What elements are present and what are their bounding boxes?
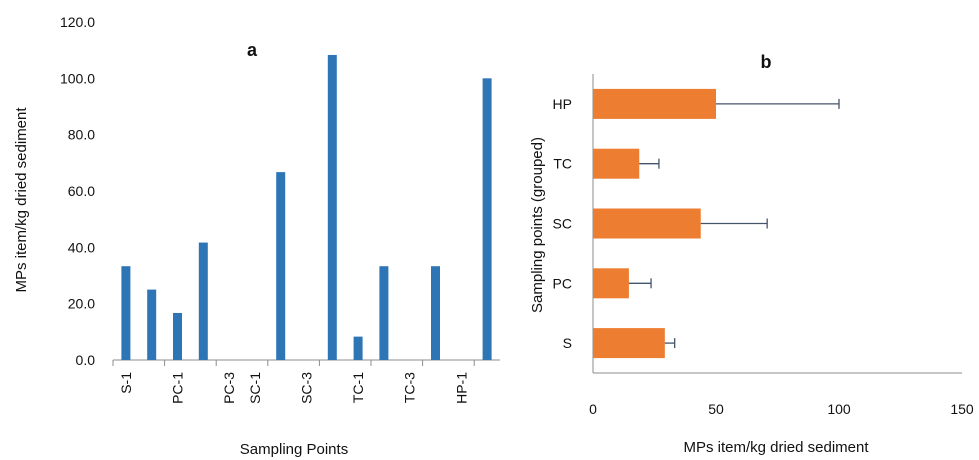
chart-a-y-tick-label: 80.0 [68, 127, 95, 143]
panel-label-b: b [761, 52, 772, 72]
chart-b-bar [593, 328, 665, 359]
chart-a: a MPs item/kg dried sediment Sampling Po… [13, 14, 500, 458]
chart-b-error-bars [628, 98, 840, 349]
chart-a-y-tick-label: 100.0 [60, 70, 95, 86]
chart-a-x-tick-label: HP-1 [453, 372, 469, 404]
chart-a-x-tick-label: TC-3 [402, 372, 418, 403]
chart-a-x-tick-label: PC-1 [170, 372, 186, 404]
chart-a-y-tick-label: 40.0 [68, 239, 95, 255]
chart-a-bar [147, 289, 157, 360]
chart-a-y-tick-label: 0.0 [76, 352, 96, 368]
chart-b-y-tick-label: SC [553, 216, 572, 232]
chart-b-x-tick-label: 100 [827, 401, 851, 417]
chart-b-bar [593, 268, 629, 299]
chart-a-x-axis-title: Sampling Points [240, 441, 348, 458]
chart-b-bars [593, 88, 716, 359]
chart-b-y-tick-label: PC [553, 275, 572, 291]
chart-a-y-tick-label: 120.0 [60, 14, 95, 30]
chart-a-y-tick-label: 60.0 [68, 183, 95, 199]
chart-a-bar [327, 54, 337, 361]
chart-a-x-tick-labels: S-1 PC-1 PC-3 SC-1 SC-3 TC-1 TC-3 HP-1 [118, 372, 469, 404]
chart-a-bar [431, 266, 440, 360]
chart-b-y-tick-label: S [563, 335, 572, 351]
chart-b: b Sampling points (grouped) MPs item/kg … [529, 52, 974, 456]
chart-a-bar [276, 172, 286, 360]
chart-b-bar [593, 148, 640, 179]
chart-b-y-axis-title: Sampling points (grouped) [529, 137, 546, 313]
chart-b-x-tick-label: 50 [708, 401, 724, 417]
chart-b-bar [593, 88, 716, 119]
chart-b-x-tick-labels: 0 50 100 150 [589, 401, 974, 417]
chart-b-y-tick-labels: HP TC SC PC S [553, 96, 572, 351]
chart-a-bar [198, 242, 208, 360]
chart-b-x-tick-label: 0 [589, 401, 597, 417]
chart-a-bars [121, 54, 492, 361]
chart-b-y-tick-label: HP [553, 96, 572, 112]
chart-b-y-tick-label: TC [553, 156, 572, 172]
chart-a-x-tick-label: SC-1 [247, 372, 263, 404]
chart-b-x-tick-label: 150 [950, 401, 974, 417]
chart-b-x-axis-title: MPs item/kg dried sediment [683, 439, 869, 456]
chart-a-y-tick-labels: 0.0 20.0 40.0 60.0 80.0 100.0 120.0 [60, 14, 95, 368]
chart-a-bar [173, 312, 182, 360]
chart-b-bar [593, 208, 701, 239]
panel-label-a: a [247, 40, 258, 60]
chart-a-x-tick-label: SC-3 [299, 372, 315, 404]
chart-a-bar [121, 266, 131, 360]
chart-a-y-axis-title: MPs item/kg dried sediment [13, 107, 30, 293]
chart-a-x-tick-label: PC-3 [221, 372, 237, 404]
chart-a-bar [379, 266, 389, 360]
chart-a-bar [353, 336, 363, 360]
chart-a-bar [482, 78, 492, 360]
chart-a-x-tick-label: TC-1 [350, 372, 366, 403]
chart-a-x-tick-label: S-1 [118, 372, 134, 394]
chart-a-y-tick-label: 20.0 [68, 296, 95, 312]
chart-a-x-tick-marks [112, 360, 475, 366]
